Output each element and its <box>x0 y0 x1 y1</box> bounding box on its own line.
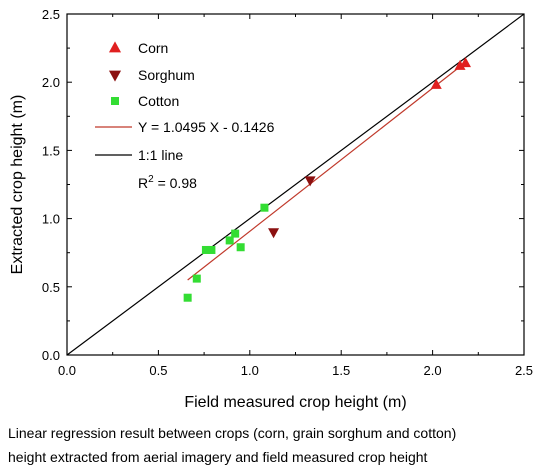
legend-corn-label: Corn <box>138 40 168 56</box>
legend-cotton-label: Cotton <box>138 93 179 109</box>
y-tick-label: 2.5 <box>42 7 60 22</box>
x-tick-label: 1.5 <box>332 363 350 378</box>
x-tick-label: 2.0 <box>424 363 442 378</box>
corn-point <box>430 78 442 89</box>
y-tick-label: 2.0 <box>42 75 60 90</box>
cotton-point <box>201 245 210 254</box>
legend-sorghum-label: Sorghum <box>138 67 195 83</box>
r-squared-exponent: 2 <box>148 174 154 185</box>
x-tick-label: 2.5 <box>515 363 533 378</box>
x-axis-label: Field measured crop height (m) <box>184 394 406 411</box>
cotton-point <box>260 203 269 212</box>
cotton-point <box>207 245 216 254</box>
x-tick-label: 1.0 <box>241 363 259 378</box>
caption-line-1: Linear regression result between crops (… <box>8 425 457 441</box>
legend-sorghum-marker <box>108 70 122 82</box>
figure-caption: Linear regression result between crops (… <box>8 421 548 469</box>
cotton-point <box>231 229 240 238</box>
y-tick-label: 0.5 <box>42 280 60 295</box>
legend-corn-marker <box>108 41 122 53</box>
sorghum-point <box>304 176 316 187</box>
legend-cotton-marker <box>111 97 119 105</box>
x-tick-label: 0.5 <box>149 363 167 378</box>
one-to-one-line <box>66 13 525 356</box>
r-squared-annotation: R2 = 0.98 <box>138 174 197 191</box>
regression-line <box>187 61 466 281</box>
y-tick-label: 1.5 <box>42 143 60 158</box>
x-tick-label: 0.0 <box>58 363 76 378</box>
cotton-point <box>225 236 234 245</box>
legend-regression-label: Y = 1.0495 X - 0.1426 <box>138 119 275 135</box>
legend-one-to-one-label: 1:1 line <box>138 147 183 163</box>
caption-line-2: height extracted from aerial imagery and… <box>8 449 428 465</box>
r-squared-symbol: R <box>138 175 148 191</box>
sorghum-point <box>268 228 280 239</box>
corn-point <box>460 57 472 68</box>
cotton-point <box>183 293 192 302</box>
scatter-chart: 0.00.0 0.5 0.5 1.0 1.0 1.5 1.5 2.0 2.0 2.5 2.5 Fiel… <box>9 7 533 411</box>
corn-point <box>454 59 466 70</box>
plot-area: 0.00.0 0.5 0.5 1.0 1.0 1.5 1.5 2.0 2.0 2.5 2.5 Fiel… <box>9 7 533 411</box>
cotton-point <box>192 274 201 283</box>
y-tick-label: 0.0 <box>42 348 60 363</box>
y-axis-label: Extracted crop height (m) <box>9 95 26 275</box>
y-tick-label: 1.0 <box>42 212 60 227</box>
r-squared-value: = 0.98 <box>154 175 197 191</box>
cotton-point <box>236 243 245 252</box>
